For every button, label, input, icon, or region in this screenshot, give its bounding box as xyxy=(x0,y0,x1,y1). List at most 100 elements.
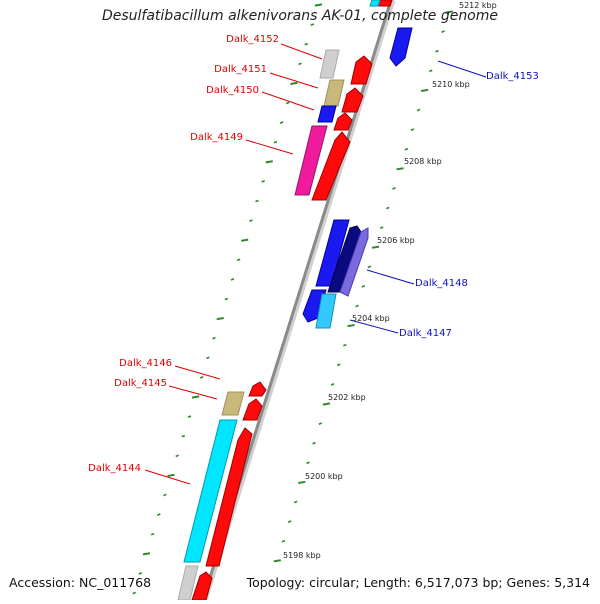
tick-mark-left xyxy=(230,278,235,281)
gene-block[interactable] xyxy=(389,27,413,67)
callout-line xyxy=(349,319,399,334)
callout-line xyxy=(245,139,294,155)
topology-text: Topology: circular; Length: 6,517,073 bp… xyxy=(246,575,590,590)
gene-label-dalk-4147[interactable]: Dalk_4147 xyxy=(399,328,452,339)
tick-mark-right xyxy=(318,422,323,425)
tick-mark-right xyxy=(371,245,380,249)
tick-mark-right xyxy=(281,539,286,543)
tick-mark-left xyxy=(181,434,186,438)
tick-mark-right xyxy=(404,147,409,151)
tick-mark-right xyxy=(410,128,415,131)
tick-mark-left xyxy=(157,513,161,516)
tick-mark-right xyxy=(355,304,359,308)
callout-line xyxy=(366,269,415,285)
tick-mark-right xyxy=(361,285,366,288)
callout-line xyxy=(280,43,323,60)
gene-block[interactable] xyxy=(323,79,345,107)
tick-mark-left xyxy=(265,160,273,164)
gene-label-dalk-4148[interactable]: Dalk_4148 xyxy=(415,278,468,289)
accession-text: Accession: NC_011768 xyxy=(9,575,152,590)
gene-block[interactable] xyxy=(327,225,362,293)
gene-block[interactable] xyxy=(221,391,245,416)
tick-mark-right xyxy=(379,226,384,229)
gene-label-dalk-4152[interactable]: Dalk_4152 xyxy=(226,34,279,45)
tick-mark-left xyxy=(206,356,210,360)
gene-block[interactable] xyxy=(294,125,328,196)
callout-line xyxy=(269,72,319,89)
tick-mark-left xyxy=(261,180,265,183)
gene-label-dalk-4145[interactable]: Dalk_4145 xyxy=(114,378,167,389)
tick-mark-right xyxy=(273,559,281,563)
gene-block[interactable] xyxy=(319,49,340,79)
tick-mark-left xyxy=(224,297,229,301)
tick-mark-right xyxy=(429,69,433,73)
gene-block[interactable] xyxy=(333,112,353,131)
scale-label: 5198 kbp xyxy=(283,551,321,560)
tick-mark-left xyxy=(310,23,315,26)
scale-label: 5210 kbp xyxy=(432,80,470,89)
tick-mark-left xyxy=(255,199,259,203)
tick-mark-left xyxy=(199,376,204,379)
gene-block[interactable] xyxy=(369,0,381,7)
tick-mark-left xyxy=(216,317,224,321)
tick-mark-left xyxy=(138,572,143,575)
callout-line xyxy=(437,60,487,78)
tick-mark-right xyxy=(347,324,355,328)
tick-mark-right xyxy=(269,579,273,582)
gene-block[interactable] xyxy=(315,293,337,329)
tick-mark-left xyxy=(279,121,284,124)
tick-mark-left xyxy=(285,101,290,105)
tick-mark-left xyxy=(298,62,302,66)
tick-mark-left xyxy=(175,454,179,458)
gene-label-dalk-4149[interactable]: Dalk_4149 xyxy=(190,132,243,143)
tick-mark-right xyxy=(312,441,316,445)
scale-label: 5200 kbp xyxy=(305,472,343,481)
tick-mark-left xyxy=(187,415,192,418)
gene-block[interactable] xyxy=(341,87,364,113)
callout-line xyxy=(144,469,191,485)
tick-mark-right xyxy=(416,108,421,112)
gene-block[interactable] xyxy=(311,131,351,201)
gene-labels: Dalk_4152 Dalk_4151 Dalk_4150 Dalk_4149 … xyxy=(88,34,539,474)
gene-block[interactable] xyxy=(205,427,253,567)
tick-mark-left xyxy=(150,532,155,536)
gene-block[interactable] xyxy=(242,398,263,421)
scale-labels: 5212 kbp 5210 kbp 5208 kbp 5206 kbp 5204… xyxy=(283,1,497,560)
gene-block[interactable] xyxy=(183,419,238,563)
tick-mark-right xyxy=(435,49,439,53)
tick-mark-left xyxy=(236,258,241,262)
tick-mark-right xyxy=(336,363,341,367)
callout-lines xyxy=(144,43,487,485)
scale-label: 5206 kbp xyxy=(377,236,415,245)
tick-mark-left xyxy=(212,336,216,340)
gene-label-dalk-4146[interactable]: Dalk_4146 xyxy=(119,358,172,369)
callout-line xyxy=(174,365,221,380)
tick-mark-right xyxy=(392,187,396,190)
gene-block[interactable] xyxy=(302,289,327,323)
tick-mark-left xyxy=(163,493,167,497)
tick-mark-left xyxy=(132,591,136,595)
gene-label-dalk-4144[interactable]: Dalk_4144 xyxy=(88,463,141,474)
tick-mark-left xyxy=(191,395,200,399)
scale-label: 5208 kbp xyxy=(404,157,442,166)
callout-line xyxy=(168,385,218,400)
callout-line xyxy=(261,91,315,111)
tick-mark-left xyxy=(273,140,278,144)
gene-label-dalk-4150[interactable]: Dalk_4150 xyxy=(206,85,259,96)
gene-block[interactable] xyxy=(339,227,369,297)
tick-mark-left xyxy=(249,219,253,222)
tick-mark-right xyxy=(386,206,390,210)
tick-mark-right xyxy=(322,402,331,406)
page-title: Desulfatibacillum alkenivorans AK-01, co… xyxy=(101,8,499,24)
gene-block[interactable] xyxy=(248,381,267,397)
genes-reverse xyxy=(177,27,413,601)
tick-mark-right xyxy=(306,461,310,465)
gene-label-dalk-4153[interactable]: Dalk_4153 xyxy=(486,71,539,82)
scale-label: 5202 kbp xyxy=(328,393,366,402)
scale-label: 5212 kbp xyxy=(459,1,497,10)
gene-block[interactable] xyxy=(350,55,373,85)
gene-label-dalk-4151[interactable]: Dalk_4151 xyxy=(214,64,267,75)
gene-block[interactable] xyxy=(317,105,337,123)
tick-mark-right xyxy=(445,10,453,14)
